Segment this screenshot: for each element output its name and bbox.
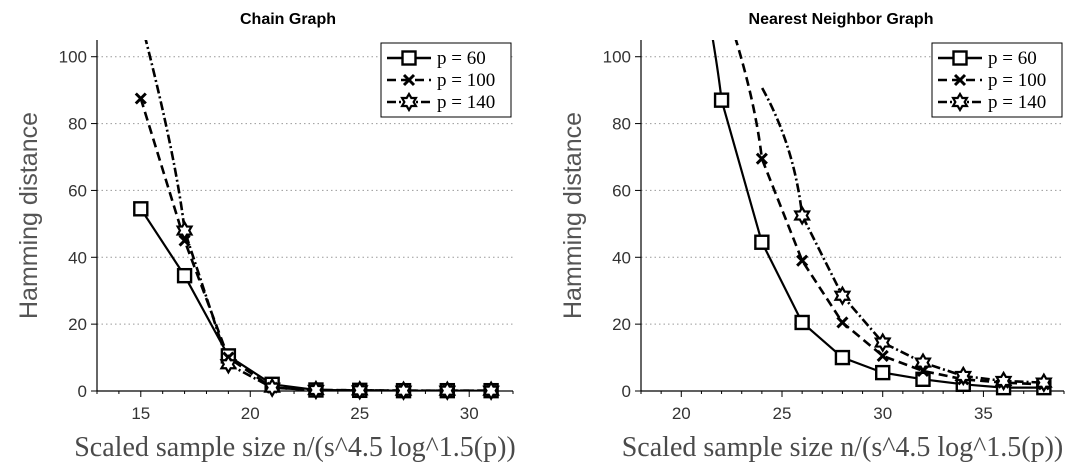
data-point-star: [219, 354, 238, 375]
data-point-square: [875, 364, 891, 381]
y-tick-label: 40: [612, 248, 631, 267]
data-point-star: [350, 380, 369, 401]
x-axis-label: Scaled sample size n/(s^4.5 log^1.5(p)): [622, 432, 1064, 463]
data-point-square: [713, 92, 730, 108]
x-tick-label: 20: [241, 404, 260, 423]
data-point-x: [755, 152, 768, 165]
x-tick-label: 25: [350, 404, 369, 423]
legend-label: p = 60: [437, 48, 486, 69]
chart-title: Chain Graph: [240, 11, 336, 28]
y-tick-label: 100: [59, 48, 87, 67]
series-line-x: [139, 98, 492, 391]
data-point-x: [876, 349, 889, 362]
data-point-star: [873, 332, 892, 353]
y-axis-label: Hamming distance: [15, 112, 43, 319]
legend-marker-square: [952, 50, 968, 66]
data-point-star: [482, 380, 500, 401]
y-tick-label: 20: [612, 315, 631, 334]
data-point-star: [994, 370, 1013, 392]
data-point-star: [1035, 372, 1053, 393]
chart-title: Nearest Neighbor Graph: [749, 11, 934, 28]
x-tick-label: 30: [460, 404, 479, 423]
x-tick-label: 15: [131, 404, 150, 423]
y-axis-label: Hamming distance: [559, 112, 587, 319]
y-tick-label: 20: [68, 315, 87, 334]
series-line-square: [711, 40, 1044, 389]
data-point-star: [175, 220, 194, 241]
chain-graph-panel: 0 20 40 60 80 100 15 20 25 30 Chain Graph Hamming d…: [15, 11, 516, 463]
data-point-square: [794, 314, 810, 331]
legend-marker-star: [951, 91, 969, 113]
data-point-star: [793, 205, 811, 226]
data-point-square: [133, 201, 149, 217]
x-axis-label: Scaled sample size n/(s^4.5 log^1.5(p)): [74, 432, 516, 463]
data-point-star: [263, 377, 281, 398]
y-tick-label: 60: [612, 181, 631, 200]
data-point-x: [836, 316, 849, 329]
x-tick-label: 35: [974, 404, 993, 423]
legend-marker-star: [400, 91, 418, 113]
legend-label: p = 100: [437, 70, 495, 91]
data-point-x: [796, 254, 809, 267]
y-tick-label: 0: [78, 382, 87, 401]
y-tick-label: 60: [68, 181, 87, 200]
data-point-star: [438, 380, 457, 401]
y-tick-label: 80: [612, 115, 631, 134]
x-tick-label: 20: [672, 404, 691, 423]
data-point-square: [176, 267, 193, 284]
data-point-star: [394, 380, 413, 401]
legend-marker-square: [401, 50, 417, 66]
legend-label: p = 140: [988, 92, 1046, 113]
series-line-x: [734, 40, 1044, 386]
series-lines: [711, 40, 1044, 389]
y-tick-label: 100: [603, 48, 631, 67]
data-point-star: [833, 285, 852, 306]
x-tick-label: 30: [873, 404, 892, 423]
data-point-star: [307, 379, 325, 401]
legend-marker-x: [402, 73, 416, 87]
y-tick-label: 0: [622, 382, 631, 401]
series-line-star: [761, 87, 1044, 384]
series-line-square: [139, 208, 492, 391]
x-tick-label: 25: [773, 404, 792, 423]
legend-label: p = 100: [988, 70, 1046, 91]
data-point-x: [134, 92, 147, 105]
legend-label: p = 140: [437, 92, 495, 113]
nearest-neighbor-graph-panel: 0 20 40 60 80 100 20 25 30 35 Nearest Neighbor Gra…: [559, 11, 1065, 463]
data-point-square: [754, 234, 770, 250]
y-tick-label: 80: [68, 115, 87, 134]
data-point-star: [954, 365, 973, 387]
data-point-star: [914, 352, 932, 373]
data-point-square: [834, 349, 851, 366]
y-tick-label: 40: [68, 248, 87, 267]
legend-marker-x: [953, 73, 967, 87]
legend-label: p = 60: [988, 48, 1037, 69]
